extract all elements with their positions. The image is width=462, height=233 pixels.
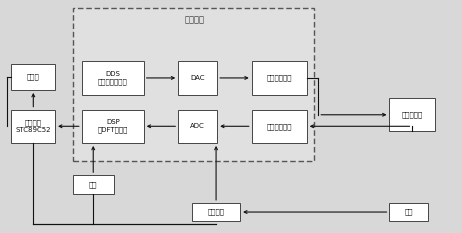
Bar [252,110,307,143]
Text: 集成放大电路: 集成放大电路 [267,75,292,81]
Text: 供电电路: 供电电路 [207,209,225,215]
Bar [12,64,55,90]
Bar [252,61,307,95]
Text: DAC: DAC [190,75,205,81]
Text: 显示屏: 显示屏 [27,73,40,80]
Bar [73,8,314,161]
Bar [178,110,217,143]
Bar [73,175,114,194]
Bar [178,61,217,95]
Text: 微控制器
STC89C52: 微控制器 STC89C52 [16,119,51,133]
Text: DSP
（DFT运算）: DSP （DFT运算） [97,119,128,133]
Text: 电源: 电源 [405,209,413,215]
Text: DDS
数字频率发射器: DDS 数字频率发射器 [98,71,128,85]
Text: ADC: ADC [190,123,205,129]
Bar [192,203,240,221]
Bar [82,61,144,95]
Bar [12,110,55,143]
Bar [82,110,144,143]
Bar [389,98,435,131]
Text: 增益放大电路: 增益放大电路 [267,123,292,130]
Text: 免疫传感器: 免疫传感器 [402,111,423,118]
Text: 检测芯片: 检测芯片 [184,15,204,24]
Bar [389,203,428,221]
Text: 按键: 按键 [89,181,97,188]
